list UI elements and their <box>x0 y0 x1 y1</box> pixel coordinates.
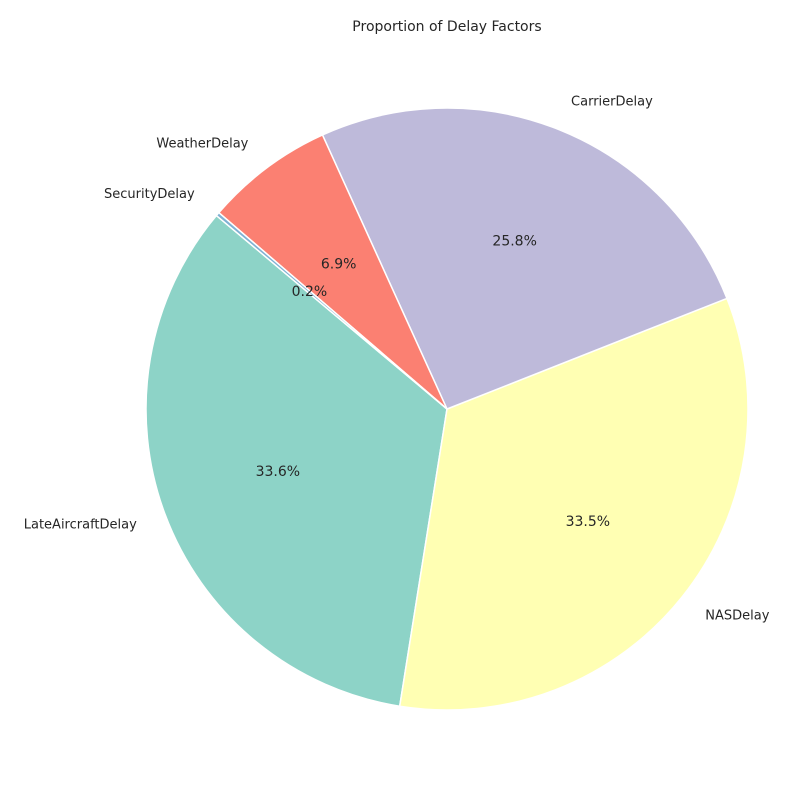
slice-percent-lateaircraftdelay: 33.6% <box>256 464 300 480</box>
slice-percent-securitydelay: 0.2% <box>292 284 328 300</box>
slice-label-carrierdelay: CarrierDelay <box>571 95 653 110</box>
pie-slice-carrierdelay <box>321 107 728 410</box>
slice-percent-nasdelay: 33.5% <box>566 514 610 530</box>
pie-slice-lateaircraftdelay <box>145 214 448 708</box>
pie-slice-securitydelay <box>215 211 448 410</box>
pie-labels: LateAircraftDelay 33.6% NASDelay 33.5% Carri… <box>24 95 770 624</box>
slice-label-lateaircraftdelay: LateAircraftDelay <box>24 517 137 532</box>
chart-title: Proportion of Delay Factors <box>352 19 541 35</box>
slice-percent-carrierdelay: 25.8% <box>492 234 536 250</box>
slice-label-securitydelay: SecurityDelay <box>104 187 195 202</box>
pie-slices <box>145 107 749 711</box>
pie-slice-weatherdelay <box>217 133 448 410</box>
slice-percent-weatherdelay: 6.9% <box>321 257 357 273</box>
slice-label-nasdelay: NASDelay <box>705 609 769 624</box>
slice-label-weatherdelay: WeatherDelay <box>156 137 248 152</box>
pie-slice-nasdelay <box>398 297 749 711</box>
